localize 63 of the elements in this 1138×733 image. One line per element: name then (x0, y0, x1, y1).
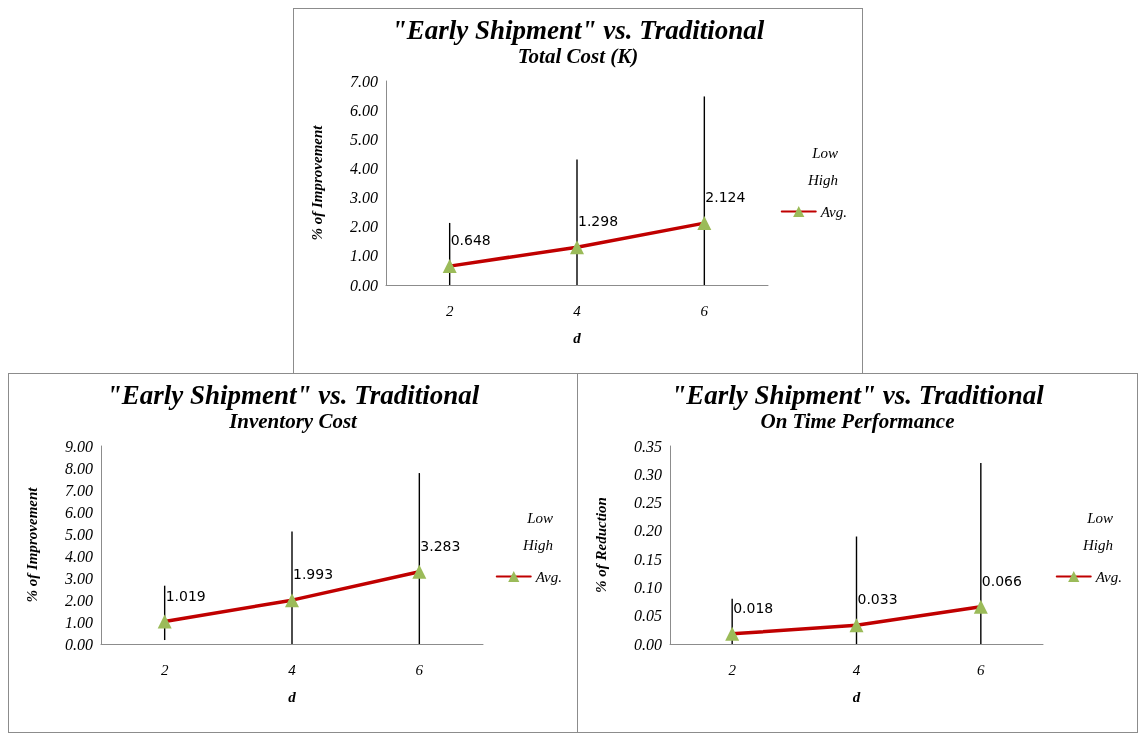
y-tick-label: 5.00 (65, 525, 93, 543)
x-axis-title: d (573, 329, 582, 346)
x-axis-title: d (852, 688, 861, 705)
chart-subtitle: Total Cost (K) (517, 43, 639, 68)
data-label: 0.066 (981, 572, 1023, 589)
y-tick-label: 0.00 (350, 276, 378, 294)
x-tick-label: 6 (977, 661, 986, 678)
y-tick-label: 0.20 (634, 522, 662, 540)
x-axis-title: d (288, 688, 297, 705)
y-tick-label: 0.25 (634, 494, 662, 512)
x-tick-label: 6 (415, 661, 424, 678)
y-axis-title: % of Improvement (308, 124, 325, 241)
y-tick-label: 5.00 (350, 130, 378, 148)
y-tick-label: 0.00 (634, 635, 662, 653)
chart-title: "Early Shipment" vs. Traditional (671, 379, 1045, 410)
data-label: 3.283 (420, 537, 461, 554)
data-label: 1.019 (165, 587, 206, 604)
data-label: 0.018 (733, 599, 774, 616)
data-label: 1.993 (293, 566, 334, 583)
y-tick-label: 0.05 (634, 607, 662, 625)
y-tick-label: 0.35 (634, 437, 662, 455)
y-tick-label: 0.00 (65, 635, 93, 653)
y-tick-label: 6.00 (65, 503, 93, 521)
legend-label: Avg. (1094, 568, 1123, 585)
x-tick-label: 4 (852, 661, 861, 678)
text: Low (811, 144, 839, 161)
y-tick-label: 8.00 (65, 459, 93, 477)
data-label: 2.124 (705, 189, 746, 206)
legend-label: Avg. (534, 568, 563, 585)
y-tick-label: 1.00 (350, 247, 378, 265)
y-tick-label: 0.15 (634, 550, 662, 568)
x-tick-label: 4 (288, 661, 297, 678)
chart-title: "Early Shipment" vs. Traditional (391, 14, 765, 45)
y-tick-label: 6.00 (350, 101, 378, 119)
y-tick-label: 4.00 (65, 547, 93, 565)
y-axis-title: % of Reduction (592, 497, 609, 593)
y-tick-label: 9.00 (65, 437, 93, 455)
text: High (807, 171, 838, 188)
x-tick-label: 2 (160, 661, 169, 678)
x-tick-label: 6 (700, 302, 709, 319)
y-tick-label: 3.00 (64, 569, 93, 587)
y-tick-label: 2.00 (350, 218, 378, 236)
data-label: 1.298 (578, 213, 619, 230)
y-tick-label: 1.00 (65, 613, 93, 631)
y-tick-label: 4.00 (350, 159, 378, 177)
y-tick-label: 0.10 (634, 578, 662, 596)
text: High (522, 536, 553, 553)
data-label: 0.648 (450, 232, 491, 249)
text: High (1082, 536, 1113, 553)
legend-label: Avg. (819, 203, 848, 220)
y-tick-label: 3.00 (349, 189, 378, 207)
text: Low (1086, 509, 1114, 526)
x-tick-label: 2 (728, 661, 737, 678)
x-tick-label: 2 (445, 302, 454, 319)
y-tick-label: 7.00 (65, 481, 93, 499)
y-axis-title: % of Improvement (23, 486, 40, 603)
y-tick-label: 2.00 (65, 591, 93, 609)
data-label: 0.033 (857, 591, 898, 608)
y-tick-label: 0.30 (634, 465, 662, 483)
chart-title: "Early Shipment" vs. Traditional (106, 379, 480, 410)
x-tick-label: 4 (573, 302, 582, 319)
y-tick-label: 7.00 (350, 72, 378, 90)
text: Low (526, 509, 554, 526)
